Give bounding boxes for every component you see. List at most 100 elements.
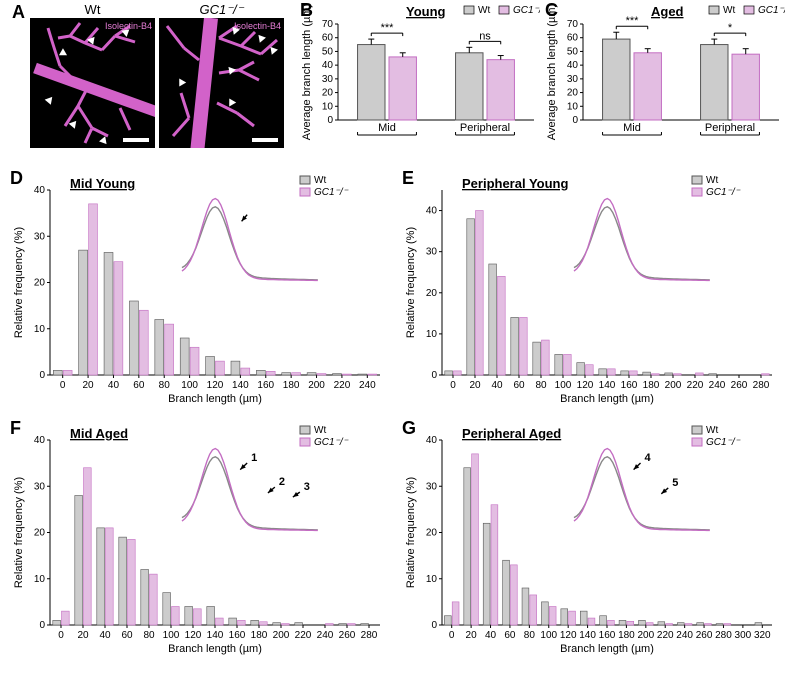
- svg-text:40: 40: [426, 206, 438, 217]
- svg-text:3: 3: [304, 481, 310, 493]
- svg-text:30: 30: [34, 231, 46, 242]
- svg-text:160: 160: [599, 630, 616, 641]
- svg-text:***: ***: [626, 15, 640, 27]
- svg-text:20: 20: [469, 380, 481, 391]
- svg-text:220: 220: [687, 380, 704, 391]
- svg-text:10: 10: [322, 101, 334, 112]
- svg-text:0: 0: [60, 380, 66, 391]
- micrograph-row: Wt Isolectin-B4 GC1⁻/⁻ Isolectin-B4: [30, 18, 284, 148]
- svg-text:20: 20: [426, 288, 438, 299]
- hist-e: EPeripheral YoungWtGC1⁻/⁻010203040Relati…: [402, 170, 772, 395]
- svg-text:0: 0: [39, 620, 45, 631]
- svg-text:GC1⁻/⁻: GC1⁻/⁻: [706, 187, 741, 198]
- svg-text:Young: Young: [406, 4, 446, 19]
- svg-text:20: 20: [34, 278, 46, 289]
- panel-letter-a: A: [12, 2, 25, 23]
- svg-text:300: 300: [735, 630, 752, 641]
- svg-text:D: D: [10, 170, 23, 188]
- barchart-b: BYoungWtGC1⁻/⁻010203040506070Average bra…: [300, 2, 550, 150]
- hist-d: DMid YoungWtGC1⁻/⁻010203040Relative freq…: [10, 170, 380, 395]
- svg-text:60: 60: [513, 380, 525, 391]
- svg-text:120: 120: [207, 380, 224, 391]
- svg-text:Wt: Wt: [314, 175, 326, 186]
- svg-text:140: 140: [599, 380, 616, 391]
- svg-text:200: 200: [308, 380, 325, 391]
- svg-text:160: 160: [257, 380, 274, 391]
- svg-text:280: 280: [753, 380, 770, 391]
- svg-text:E: E: [402, 170, 414, 188]
- svg-text:1: 1: [251, 452, 257, 464]
- svg-text:20: 20: [77, 630, 89, 641]
- svg-text:70: 70: [322, 19, 334, 30]
- svg-text:50: 50: [567, 46, 579, 57]
- svg-text:Aged: Aged: [651, 4, 684, 19]
- svg-text:Branch length (µm): Branch length (µm): [168, 643, 262, 655]
- svg-text:GC1⁻/⁻: GC1⁻/⁻: [314, 437, 349, 448]
- svg-text:100: 100: [555, 380, 572, 391]
- svg-text:Peripheral Young: Peripheral Young: [462, 176, 568, 191]
- svg-text:Relative frequency (%): Relative frequency (%): [13, 477, 25, 588]
- svg-text:Relative frequency (%): Relative frequency (%): [405, 227, 417, 338]
- svg-text:40: 40: [485, 630, 497, 641]
- svg-text:200: 200: [637, 630, 654, 641]
- svg-text:Mid Young: Mid Young: [70, 176, 135, 191]
- svg-text:ns: ns: [479, 30, 491, 42]
- svg-text:Relative frequency (%): Relative frequency (%): [13, 227, 25, 338]
- svg-text:30: 30: [567, 74, 579, 85]
- svg-text:60: 60: [504, 630, 516, 641]
- svg-text:80: 80: [159, 380, 171, 391]
- svg-text:240: 240: [709, 380, 726, 391]
- svg-text:200: 200: [273, 630, 290, 641]
- svg-text:20: 20: [322, 88, 334, 99]
- svg-text:80: 80: [535, 380, 547, 391]
- svg-text:240: 240: [317, 630, 334, 641]
- svg-text:20: 20: [466, 630, 478, 641]
- svg-text:220: 220: [657, 630, 674, 641]
- svg-text:260: 260: [731, 380, 748, 391]
- svg-text:GC1⁻/⁻: GC1⁻/⁻: [314, 187, 349, 198]
- svg-text:40: 40: [322, 60, 334, 71]
- svg-text:Wt: Wt: [706, 175, 718, 186]
- scalebar-wt: [123, 138, 149, 142]
- svg-text:0: 0: [431, 620, 437, 631]
- svg-text:40: 40: [34, 435, 46, 446]
- svg-text:100: 100: [540, 630, 557, 641]
- svg-text:0: 0: [39, 370, 45, 381]
- svg-text:G: G: [402, 420, 416, 438]
- svg-text:0: 0: [58, 630, 64, 641]
- svg-text:Wt: Wt: [706, 425, 718, 436]
- svg-text:0: 0: [572, 115, 578, 126]
- svg-text:100: 100: [181, 380, 198, 391]
- svg-text:60: 60: [322, 33, 334, 44]
- svg-text:Wt: Wt: [478, 5, 490, 16]
- svg-text:220: 220: [295, 630, 312, 641]
- svg-text:200: 200: [665, 380, 682, 391]
- svg-text:0: 0: [327, 115, 333, 126]
- svg-text:120: 120: [560, 630, 577, 641]
- svg-text:10: 10: [426, 574, 438, 585]
- svg-text:40: 40: [108, 380, 120, 391]
- svg-text:20: 20: [567, 88, 579, 99]
- micrograph-gc: Isolectin-B4: [159, 18, 284, 148]
- barchart-c: CAgedWtGC1⁻/⁻010203040506070Average bran…: [545, 2, 792, 150]
- svg-text:F: F: [10, 420, 21, 438]
- svg-text:Mid Aged: Mid Aged: [70, 426, 128, 441]
- svg-text:Peripheral Aged: Peripheral Aged: [462, 426, 561, 441]
- svg-text:20: 20: [34, 528, 46, 539]
- svg-text:280: 280: [715, 630, 732, 641]
- stain-label-gc: Isolectin-B4: [234, 21, 281, 31]
- svg-text:120: 120: [185, 630, 202, 641]
- svg-text:*: *: [728, 22, 733, 34]
- svg-text:4: 4: [645, 452, 652, 464]
- svg-text:180: 180: [283, 380, 300, 391]
- svg-text:40: 40: [34, 185, 46, 196]
- svg-text:30: 30: [322, 74, 334, 85]
- svg-text:Branch length (µm): Branch length (µm): [560, 643, 654, 655]
- svg-text:60: 60: [567, 33, 579, 44]
- svg-text:260: 260: [696, 630, 713, 641]
- svg-text:80: 80: [524, 630, 536, 641]
- svg-text:240: 240: [359, 380, 376, 391]
- svg-text:180: 180: [251, 630, 268, 641]
- svg-text:Average branch length (µm): Average branch length (µm): [546, 4, 558, 140]
- svg-text:Mid: Mid: [623, 122, 641, 134]
